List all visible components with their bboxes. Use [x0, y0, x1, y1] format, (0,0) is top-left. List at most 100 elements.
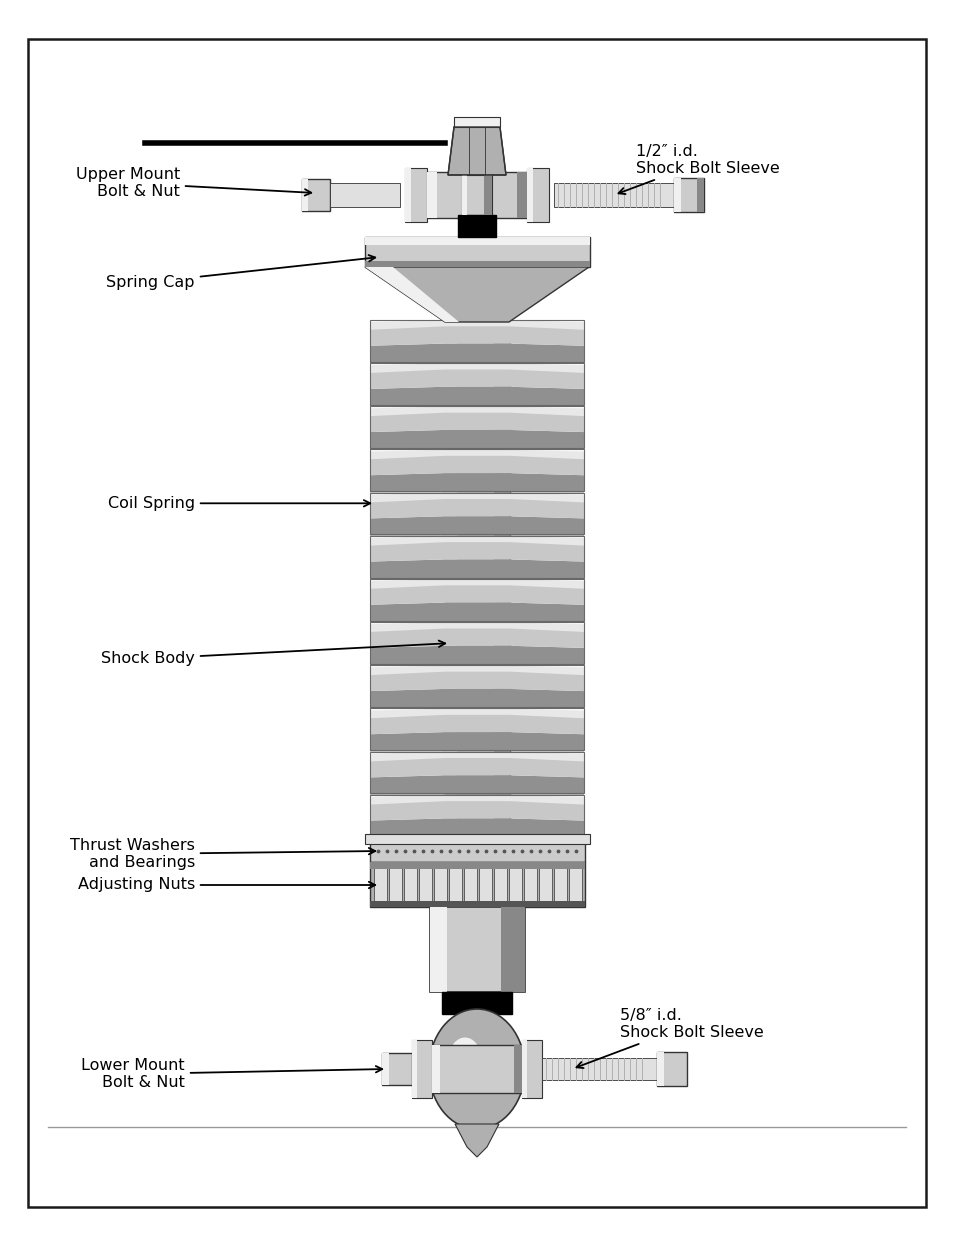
Polygon shape	[370, 799, 583, 820]
Polygon shape	[370, 603, 583, 622]
Text: Lower Mount
Bolt & Nut: Lower Mount Bolt & Nut	[81, 1058, 382, 1091]
Bar	[427, 172, 526, 219]
Bar	[554, 183, 673, 207]
Polygon shape	[448, 127, 505, 175]
Bar	[365, 237, 589, 267]
Polygon shape	[370, 646, 583, 666]
Bar	[461, 175, 492, 215]
Text: Shock Body: Shock Body	[101, 641, 445, 666]
Bar	[430, 906, 447, 992]
Polygon shape	[455, 1124, 498, 1157]
Bar	[657, 1052, 663, 1086]
Bar	[434, 864, 447, 904]
Bar	[430, 906, 524, 992]
Polygon shape	[370, 473, 583, 493]
Bar	[405, 168, 427, 222]
Polygon shape	[370, 795, 583, 805]
Bar	[509, 864, 521, 904]
Polygon shape	[370, 367, 583, 389]
Bar	[521, 1040, 526, 1098]
Polygon shape	[370, 559, 583, 579]
Bar	[526, 168, 548, 222]
Polygon shape	[370, 776, 583, 794]
Bar	[302, 179, 308, 211]
Text: Upper Mount
Bolt & Nut: Upper Mount Bolt & Nut	[75, 167, 311, 199]
Bar	[484, 175, 492, 215]
Polygon shape	[370, 410, 583, 432]
Bar	[457, 215, 496, 237]
Bar	[403, 864, 416, 904]
Bar	[673, 178, 703, 212]
Bar	[370, 902, 584, 906]
Bar	[381, 1053, 412, 1086]
Bar	[412, 1040, 416, 1098]
Polygon shape	[370, 430, 583, 450]
Bar	[494, 322, 510, 840]
Bar	[478, 864, 492, 904]
Polygon shape	[370, 579, 583, 589]
Polygon shape	[370, 496, 583, 519]
Bar	[427, 172, 436, 219]
Bar	[381, 1053, 389, 1086]
Polygon shape	[370, 752, 583, 762]
Polygon shape	[370, 713, 583, 735]
Bar	[449, 864, 461, 904]
Polygon shape	[370, 324, 583, 346]
Polygon shape	[370, 756, 583, 777]
Bar	[517, 172, 526, 219]
Text: Spring Cap: Spring Cap	[107, 256, 375, 289]
Text: Coil Spring: Coil Spring	[108, 495, 370, 511]
Polygon shape	[370, 819, 583, 837]
Polygon shape	[370, 453, 583, 475]
Bar	[365, 261, 589, 267]
Polygon shape	[370, 387, 583, 406]
Bar	[521, 1040, 541, 1098]
Polygon shape	[370, 406, 583, 416]
Polygon shape	[370, 343, 583, 363]
Polygon shape	[370, 666, 583, 676]
Bar	[365, 834, 589, 844]
Polygon shape	[370, 540, 583, 562]
Bar	[454, 117, 499, 127]
Bar	[370, 862, 584, 906]
Text: Adjusting Nuts: Adjusting Nuts	[77, 878, 375, 893]
Polygon shape	[370, 320, 583, 330]
Bar	[461, 175, 467, 215]
Polygon shape	[370, 622, 583, 632]
Polygon shape	[370, 450, 583, 459]
Text: Thrust Washers
and Bearings: Thrust Washers and Bearings	[71, 837, 375, 871]
Polygon shape	[365, 267, 458, 322]
Bar	[673, 178, 680, 212]
Polygon shape	[370, 709, 583, 719]
Bar	[432, 1045, 521, 1093]
Polygon shape	[370, 493, 583, 503]
Bar	[432, 1045, 439, 1093]
Bar	[541, 1058, 657, 1079]
Bar	[370, 840, 584, 862]
Bar	[500, 906, 524, 992]
Polygon shape	[370, 583, 583, 605]
Polygon shape	[370, 732, 583, 752]
Bar	[444, 322, 510, 840]
Bar	[370, 862, 584, 869]
Bar	[412, 1040, 432, 1098]
Bar	[418, 864, 432, 904]
Bar	[405, 168, 411, 222]
Bar	[441, 992, 512, 1014]
Bar	[365, 237, 589, 245]
Text: 5/8″ i.d.
Shock Bolt Sleeve: 5/8″ i.d. Shock Bolt Sleeve	[576, 1008, 763, 1068]
Polygon shape	[370, 689, 583, 709]
Ellipse shape	[449, 1037, 480, 1077]
Bar	[568, 864, 581, 904]
Bar	[538, 864, 552, 904]
Polygon shape	[370, 669, 583, 692]
Bar	[523, 864, 537, 904]
Polygon shape	[365, 267, 588, 322]
Text: 1/2″ i.d.
Shock Bolt Sleeve: 1/2″ i.d. Shock Bolt Sleeve	[618, 143, 779, 194]
Bar	[302, 179, 330, 211]
Bar	[444, 322, 456, 840]
Polygon shape	[370, 626, 583, 648]
Bar	[697, 178, 703, 212]
Bar	[494, 864, 506, 904]
Bar	[463, 864, 476, 904]
